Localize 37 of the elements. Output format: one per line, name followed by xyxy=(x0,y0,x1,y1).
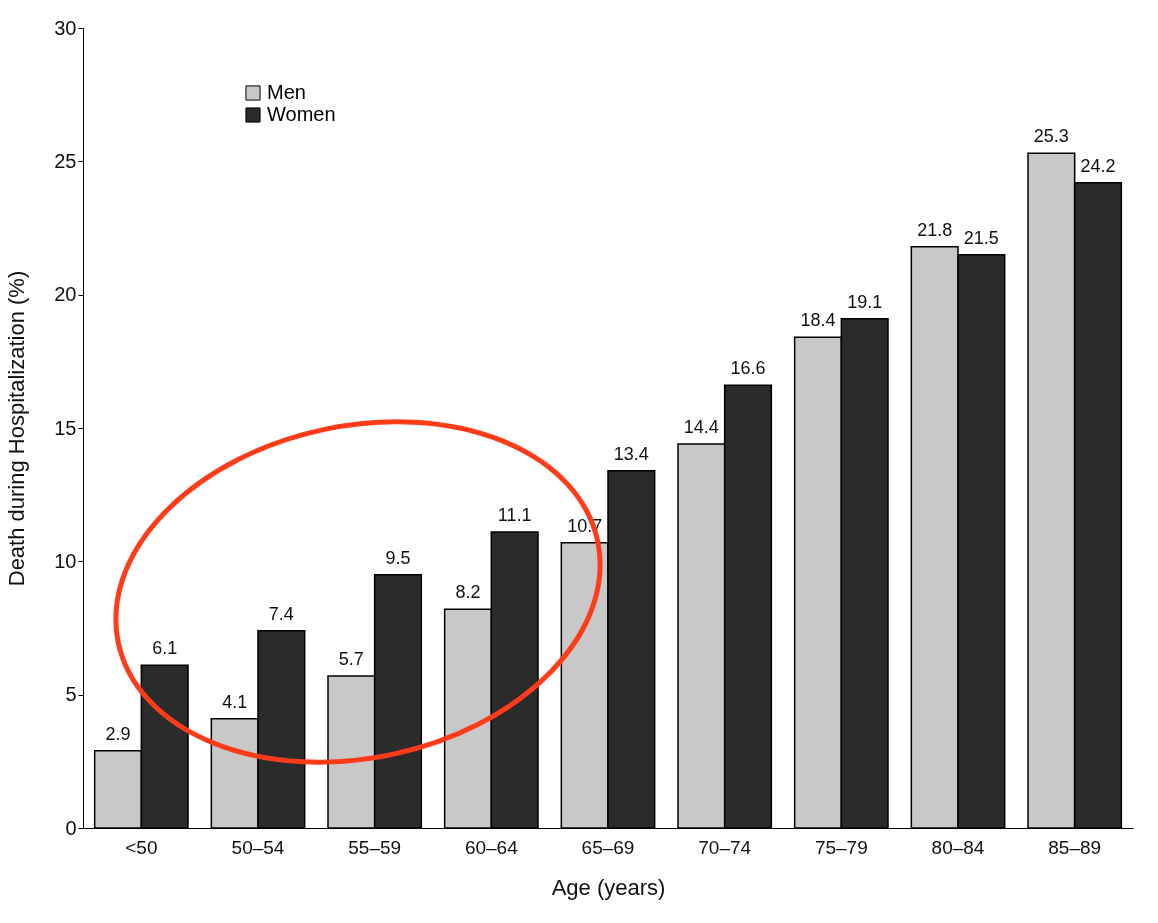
x-tick-label: 70–74 xyxy=(698,836,752,858)
legend-label: Women xyxy=(267,103,336,125)
x-tick-label: 80–84 xyxy=(931,836,985,858)
data-label: 6.1 xyxy=(152,638,178,659)
x-tick-label: <50 xyxy=(125,836,158,858)
y-tick-label: 0 xyxy=(65,816,77,839)
y-tick-label: 5 xyxy=(65,683,77,706)
data-label: 19.1 xyxy=(847,291,883,312)
data-label: 2.9 xyxy=(105,723,131,744)
y-tick-label: 20 xyxy=(54,283,77,306)
x-tick-label: 50–54 xyxy=(231,836,285,858)
y-tick-label: 30 xyxy=(54,16,77,39)
data-label: 18.4 xyxy=(800,310,836,331)
data-label: 25.3 xyxy=(1033,126,1069,147)
data-label: 13.4 xyxy=(613,443,649,464)
data-label: 16.6 xyxy=(730,358,766,379)
x-tick-label: 60–64 xyxy=(464,836,519,858)
data-label: 7.4 xyxy=(268,603,294,624)
x-tick-label: 55–59 xyxy=(348,836,402,858)
data-label: 5.7 xyxy=(338,649,364,669)
data-label: 21.5 xyxy=(963,227,999,248)
legend-label: Men xyxy=(267,81,306,103)
data-label: 24.2 xyxy=(1080,155,1116,176)
data-label: 4.1 xyxy=(222,691,248,712)
y-tick-label: 10 xyxy=(54,549,77,572)
y-axis-title: Death during Hospitalization (%) xyxy=(4,270,30,587)
y-tick-label: 15 xyxy=(54,416,77,439)
data-label: 21.8 xyxy=(917,219,953,240)
data-label: 14.4 xyxy=(683,417,719,437)
x-tick-label: 65–69 xyxy=(581,836,635,858)
data-label: 11.1 xyxy=(497,505,532,525)
x-tick-label: 85–89 xyxy=(1048,836,1102,858)
y-tick-label: 25 xyxy=(54,149,77,172)
data-label: 9.5 xyxy=(385,547,411,568)
x-axis-title: Age (years) xyxy=(551,874,666,900)
data-label: 8.2 xyxy=(455,582,481,603)
x-tick-label: 75–79 xyxy=(814,836,868,858)
